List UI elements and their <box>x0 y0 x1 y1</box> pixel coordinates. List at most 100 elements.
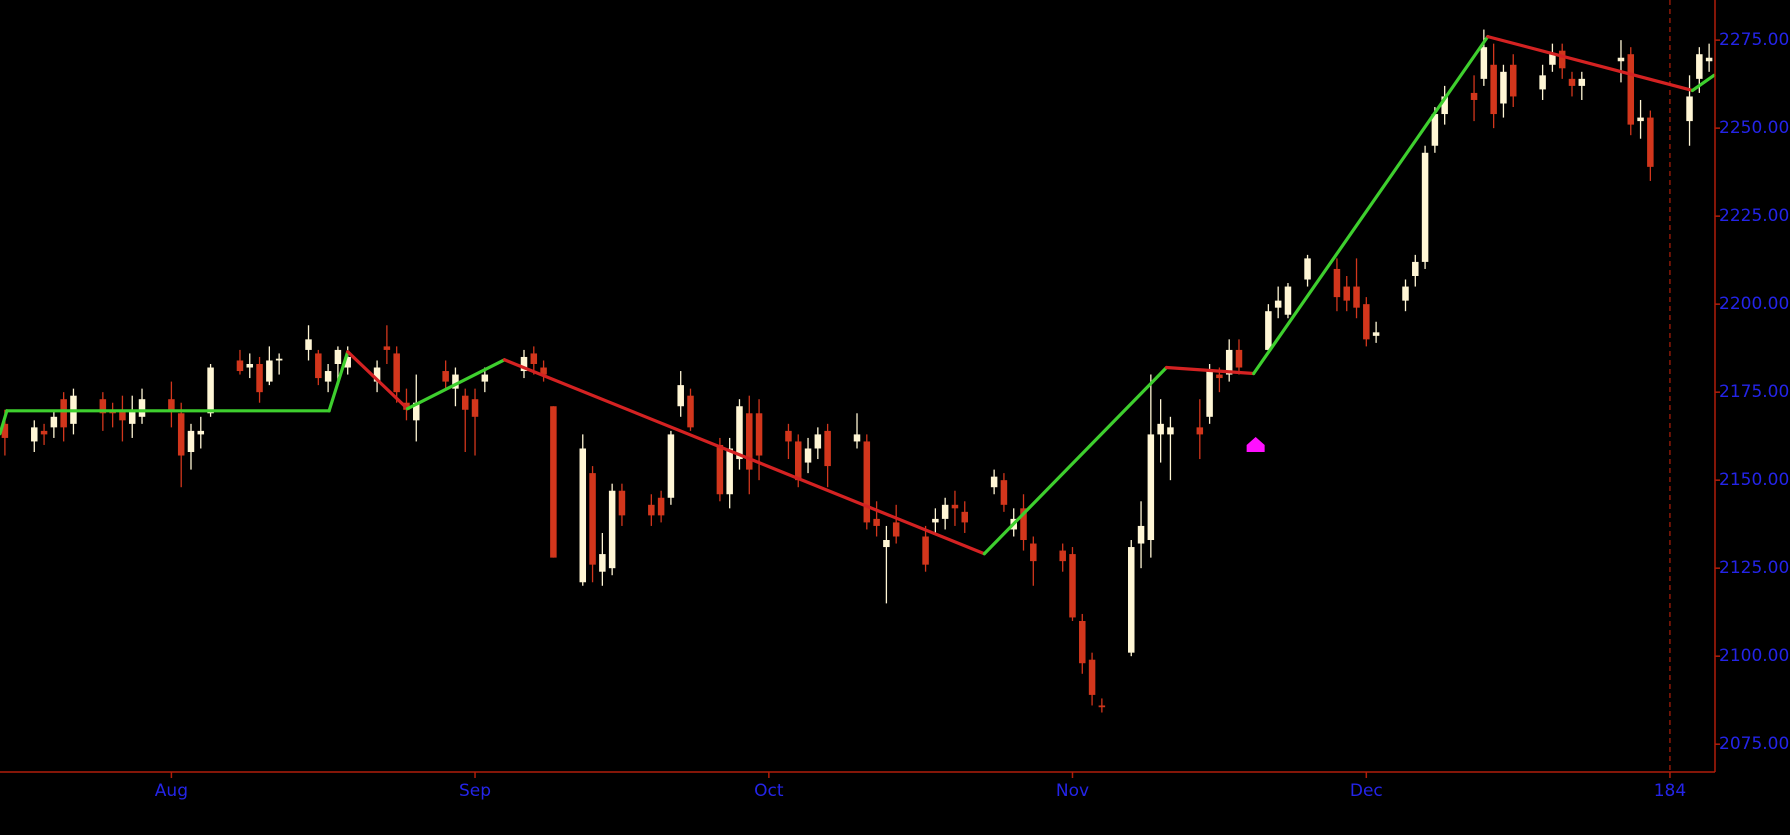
candle-body <box>736 406 743 460</box>
candle-body <box>442 371 449 382</box>
candle-body <box>579 448 587 583</box>
candle-body <box>1686 96 1693 122</box>
candle-body <box>1147 434 1155 541</box>
candle-body <box>873 518 880 526</box>
candle-body <box>99 399 107 414</box>
y-tick-label: 2075.00 <box>1719 734 1789 754</box>
zigzag-segment <box>1252 35 1490 376</box>
zigzag-segment <box>1486 35 1695 93</box>
candle-body <box>785 430 792 442</box>
candle-body <box>481 374 489 382</box>
candle-body <box>1402 286 1409 301</box>
candle-body <box>1265 311 1272 350</box>
candle-body <box>990 476 998 488</box>
candle-body <box>941 504 949 519</box>
candle-body <box>461 395 469 410</box>
candle-body <box>40 430 48 435</box>
candle-body <box>824 430 831 467</box>
candle-body <box>1490 64 1497 115</box>
candle-body <box>1500 71 1507 104</box>
candle-body <box>589 473 596 565</box>
candle-body <box>814 434 822 449</box>
y-tick-label: 2100.00 <box>1719 646 1789 666</box>
candle-body <box>1696 54 1703 79</box>
candle-body <box>1431 114 1439 146</box>
candle-body <box>520 356 528 372</box>
candle-body <box>853 434 861 442</box>
candle-body <box>31 427 38 442</box>
candle-body <box>794 441 802 481</box>
candle-body <box>1421 152 1429 262</box>
candle-body <box>373 367 381 382</box>
candle-body <box>1 423 9 438</box>
candle-body <box>1509 64 1517 97</box>
candle-body <box>1196 427 1204 435</box>
zigzag-segment <box>502 358 986 556</box>
candle-body <box>1225 349 1233 375</box>
candle-body <box>599 554 606 572</box>
zigzag-segment <box>1164 365 1256 376</box>
candle-body <box>197 430 205 435</box>
candle-body <box>1647 117 1654 167</box>
candle-body <box>168 399 175 410</box>
x-tick-label: Nov <box>1056 781 1089 801</box>
candle-body <box>315 353 322 379</box>
candle-body <box>119 409 126 421</box>
candle-body <box>657 497 665 516</box>
y-tick-label: 2125.00 <box>1719 558 1789 578</box>
candle-body <box>1079 620 1086 664</box>
candle-body <box>540 367 547 375</box>
candle-body <box>687 395 694 428</box>
zigzag-segment <box>327 350 350 413</box>
candle-body <box>716 444 724 495</box>
candle-body <box>207 367 214 414</box>
candle-body <box>1167 427 1174 435</box>
candle-body <box>1216 374 1223 379</box>
candle-body <box>413 402 420 421</box>
candle-body <box>677 385 684 407</box>
candle-body <box>1705 57 1713 62</box>
candle-body <box>1088 659 1096 695</box>
candle-body <box>324 371 332 382</box>
zigzag-segment <box>0 409 9 436</box>
zigzag-segment <box>982 365 1169 556</box>
zigzag-segment <box>346 350 410 411</box>
candle-body <box>1059 550 1066 562</box>
candle-body <box>1372 332 1380 336</box>
candle-body <box>334 349 342 364</box>
x-tick-label: 184 <box>1654 781 1686 801</box>
candle-body <box>1304 258 1311 280</box>
candle-body <box>1000 480 1008 505</box>
candle-body <box>1578 78 1586 86</box>
candle-body <box>1441 96 1448 115</box>
y-tick-label: 2175.00 <box>1719 382 1789 402</box>
candle-body <box>755 413 763 456</box>
candle-body <box>1274 300 1282 308</box>
zigzag-segment <box>405 358 507 411</box>
candle-body <box>1137 525 1145 544</box>
candle-body <box>922 536 929 565</box>
candle-body <box>50 416 58 428</box>
candle-body <box>1363 304 1370 340</box>
candle-body <box>726 448 733 495</box>
candle-body <box>550 406 557 558</box>
zigzag-segment <box>1690 73 1716 93</box>
candle-body <box>1206 371 1213 417</box>
candle-body <box>892 522 900 537</box>
candle-body <box>452 374 459 389</box>
candle-body <box>951 504 959 509</box>
candle-body <box>1235 349 1243 368</box>
candle-body <box>1284 286 1292 315</box>
candle-body <box>1128 547 1135 653</box>
candle-body <box>667 434 675 498</box>
candle-body <box>275 358 283 361</box>
candle-body <box>471 399 479 417</box>
candle-body <box>246 363 254 368</box>
candle-body <box>266 360 273 382</box>
candle-body <box>1333 268 1341 298</box>
x-tick-label: Dec <box>1350 781 1383 801</box>
candle-body <box>1637 117 1644 122</box>
candle-body <box>1343 286 1350 301</box>
candle-body <box>608 490 616 569</box>
